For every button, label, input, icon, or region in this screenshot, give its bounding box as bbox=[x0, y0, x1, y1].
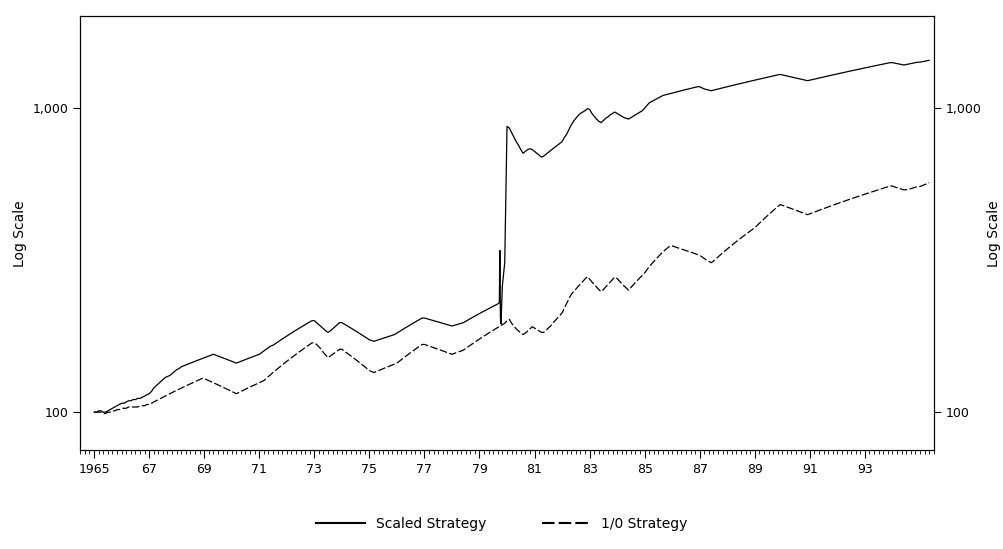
Y-axis label: Log Scale: Log Scale bbox=[986, 200, 1000, 267]
Y-axis label: Log Scale: Log Scale bbox=[13, 200, 27, 267]
Legend: Scaled Strategy, 1/0 Strategy: Scaled Strategy, 1/0 Strategy bbox=[310, 512, 693, 536]
